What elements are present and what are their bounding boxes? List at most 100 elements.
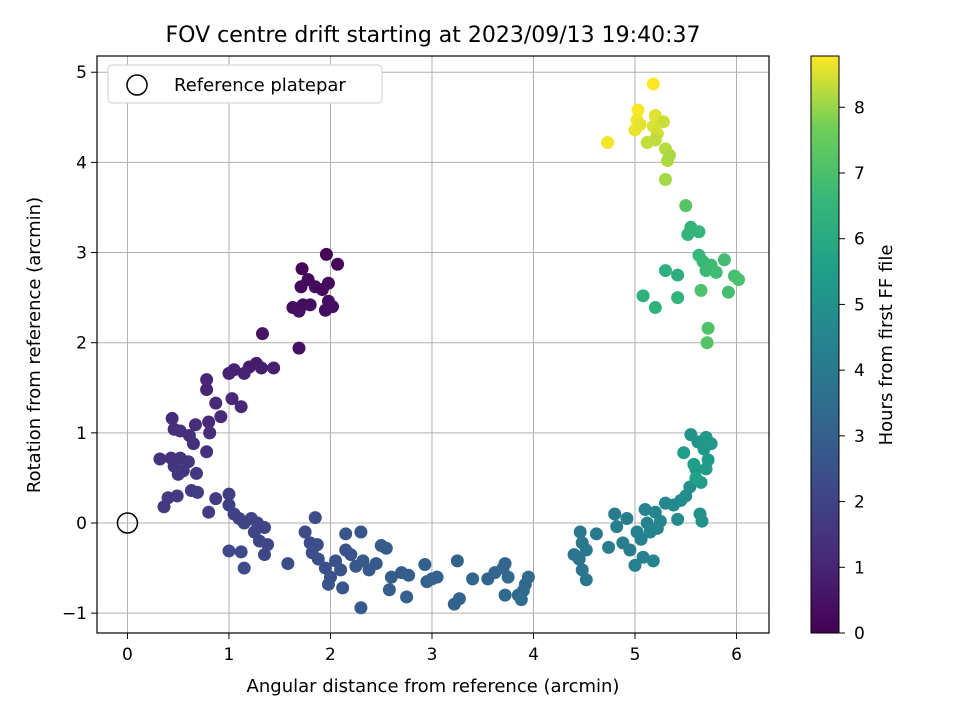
data-point [701,321,715,335]
data-point [498,557,512,571]
data-point [602,540,616,554]
data-point [222,366,236,380]
data-point [261,538,275,552]
data-point [572,552,586,566]
data-points [153,77,746,615]
data-point [589,527,603,541]
data-point [354,601,368,615]
data-point [292,304,306,318]
data-point [601,136,615,150]
data-point [687,457,701,471]
colorbar-tick-label: 3 [854,427,865,447]
chart-title: FOV centre drift starting at 2023/09/13 … [166,23,701,48]
data-point [222,487,236,501]
data-point [521,570,535,584]
x-tick-label: 2 [325,645,336,665]
data-point [344,548,358,562]
legend-entry: Reference platepar [174,75,346,96]
data-point [498,588,512,602]
data-point [153,452,167,466]
plot-frame [96,55,770,634]
data-point [671,512,685,526]
x-tick-label: 4 [528,645,539,665]
data-point [709,265,723,279]
data-point [382,583,396,597]
data-point [400,590,414,604]
data-point [430,570,444,584]
data-point [354,525,368,539]
reference-point-marker [116,512,139,534]
data-point [579,573,593,587]
data-point [721,285,735,299]
y-tick-label: −1 [62,604,87,624]
data-point [704,437,718,451]
data-point [222,544,236,558]
data-point [209,396,223,410]
legend-box [107,64,383,104]
data-point [165,411,179,425]
data-point [203,426,217,440]
data-point [303,298,317,312]
data-point [501,570,515,584]
y-tick-label: 2 [76,334,87,354]
data-point [311,552,325,566]
data-point [234,400,248,414]
colorbar-tick-label: 0 [854,624,865,644]
data-point [170,489,184,503]
x-axis-ticks: 0 1 2 3 4 5 6 [122,633,742,665]
data-point [656,115,670,129]
data-point [292,341,306,355]
data-point [514,593,528,607]
y-tick-label: 3 [76,244,87,264]
data-point [679,199,693,213]
data-point [308,511,322,525]
data-point [186,437,200,451]
y-tick-label: 0 [76,514,87,534]
data-point [188,418,202,432]
data-point [699,462,713,476]
x-tick-label: 5 [630,645,641,665]
data-point [298,525,312,539]
data-point [225,392,239,406]
data-point [633,118,647,132]
data-point [200,445,214,459]
data-point [209,492,223,506]
data-point [200,373,214,387]
y-axis-label: Rotation from reference (arcmin) [24,197,45,493]
data-point [700,336,714,350]
data-point [579,543,593,557]
data-point [689,471,703,485]
data-point [418,557,432,571]
colorbar-tick-label: 7 [854,164,865,184]
data-point [202,505,216,519]
colorbar-bar [810,55,840,634]
data-point [663,148,677,162]
data-point [339,527,353,541]
x-tick-label: 1 [224,645,235,665]
data-point [336,581,350,595]
data-point [319,247,333,261]
data-point [255,327,269,341]
data-point [294,280,308,294]
data-point [450,554,464,568]
data-point [646,554,660,568]
data-point [573,525,587,539]
data-point [331,257,345,271]
data-point [369,557,383,571]
data-point [636,550,650,564]
data-point [281,557,295,571]
data-point [202,415,216,429]
data-point [677,446,691,460]
data-point [610,520,624,534]
colorbar-tick-label: 1 [854,558,865,578]
data-point [658,173,672,187]
data-point [295,262,309,276]
data-point [634,532,648,546]
data-point [257,548,271,562]
data-point [575,563,589,577]
data-point [237,561,251,575]
data-point [620,512,634,526]
colorbar-label: Hours from first FF file [876,245,897,446]
data-point [631,103,645,117]
